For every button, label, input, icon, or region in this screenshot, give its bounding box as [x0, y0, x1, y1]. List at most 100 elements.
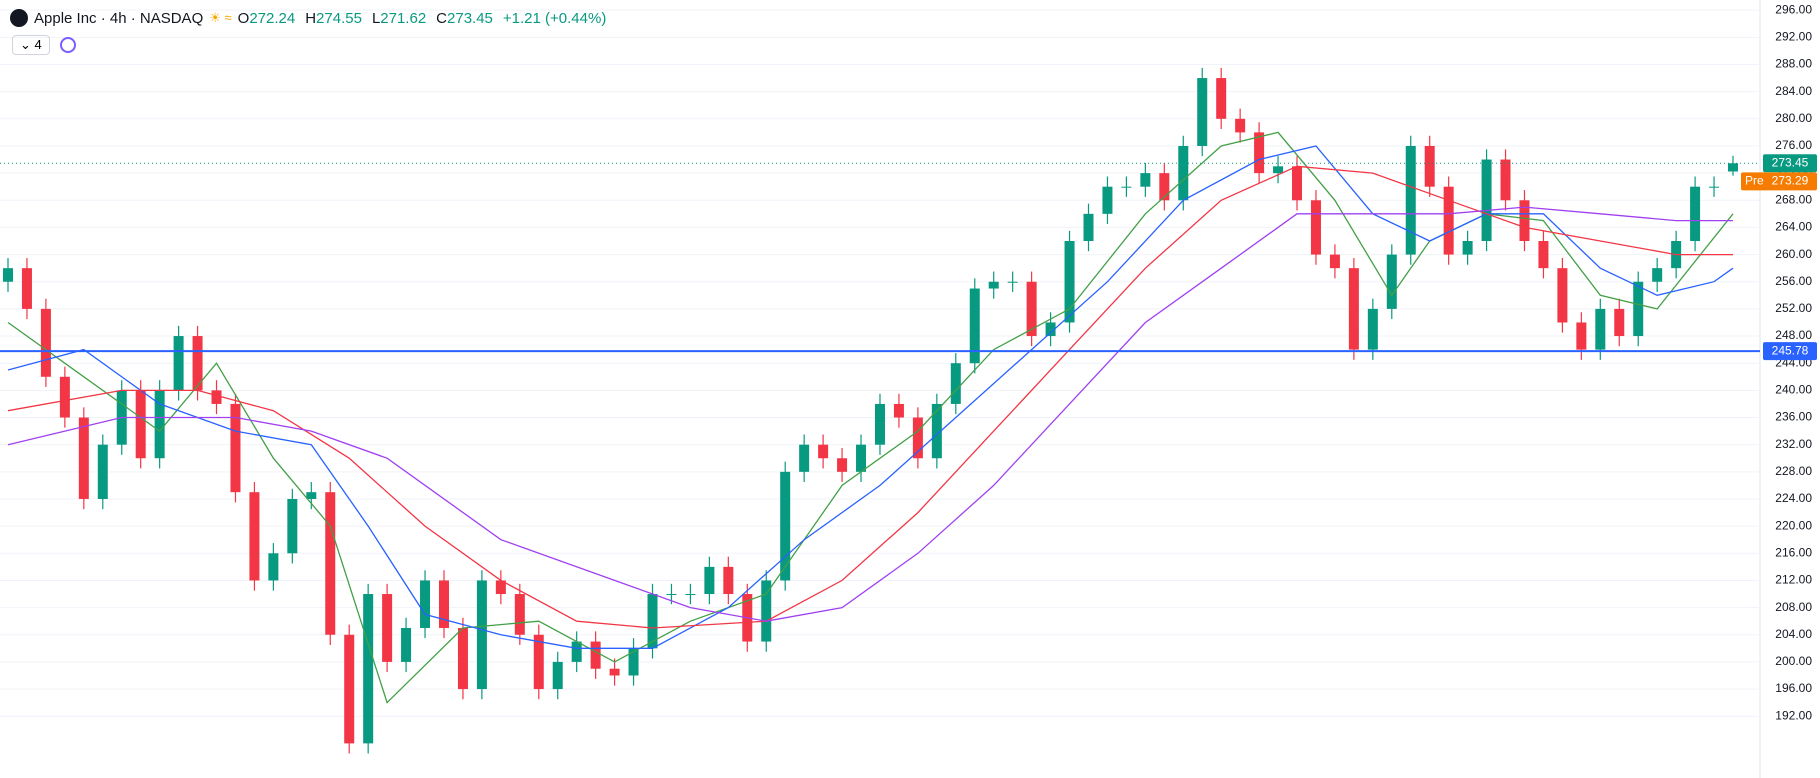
candle-body [40, 308, 51, 377]
candle-body [969, 288, 980, 364]
indicator-toggle[interactable]: ⌄ 4 [12, 35, 50, 55]
candle-body [325, 492, 336, 635]
candle-body [590, 641, 601, 669]
candle-body [1102, 186, 1113, 214]
legend-header: Apple Inc · 4h · NASDAQ ☀ ≈ O272.24 H274… [10, 9, 610, 27]
candle-body [438, 580, 449, 628]
candle-body [1519, 200, 1530, 242]
y-tick-label: 296.00 [1775, 2, 1812, 16]
candle-body [704, 566, 715, 595]
candle-body [685, 594, 696, 596]
candle-body [1500, 159, 1511, 201]
symbol-logo [10, 9, 28, 27]
candle-body [609, 668, 620, 676]
candle-body [1462, 241, 1473, 255]
candle-body [1405, 145, 1416, 255]
candle-body [1235, 118, 1246, 133]
candle-body [1121, 186, 1132, 188]
premarket-box [1741, 172, 1817, 191]
candle-body [268, 553, 279, 581]
y-tick-label: 248.00 [1775, 328, 1812, 342]
candle-body [799, 444, 810, 472]
candle-body [1614, 308, 1625, 337]
candle-body [571, 641, 582, 662]
y-tick-label: 204.00 [1775, 627, 1812, 641]
candle-body [476, 580, 487, 690]
candle-body [3, 268, 13, 282]
y-tick-label: 212.00 [1775, 573, 1812, 587]
change: +1.21 (+0.44%) [502, 9, 607, 27]
y-tick-label: 268.00 [1775, 192, 1812, 206]
candle-body [457, 627, 468, 690]
y-tick-label: 276.00 [1775, 138, 1812, 152]
candle-body [1348, 268, 1359, 350]
candle-body [1576, 322, 1587, 350]
refresh-button[interactable] [59, 37, 76, 53]
candle-body [1216, 78, 1227, 119]
candle-body [552, 661, 563, 690]
candle-body [931, 403, 942, 459]
candle-body [495, 580, 506, 595]
candle-body [1481, 159, 1492, 242]
y-tick-label: 192.00 [1775, 708, 1812, 722]
level-label-box [1763, 342, 1817, 361]
candle-body [1026, 281, 1037, 337]
candle-body [1443, 186, 1454, 255]
candle-body [533, 634, 544, 690]
candle-body [230, 403, 241, 493]
y-tick-label: 264.00 [1775, 220, 1812, 234]
candle-body [1045, 322, 1056, 337]
candle-body [1690, 186, 1701, 242]
y-tick-label: 236.00 [1775, 410, 1812, 424]
ohlc-value: 274.55 [316, 9, 362, 27]
candle-body [1254, 132, 1265, 174]
ohlc-key: L [371, 9, 381, 27]
premarket-tag: Pre [1745, 174, 1764, 188]
candle-body [78, 417, 89, 499]
y-tick-label: 228.00 [1775, 464, 1812, 478]
candle-body [856, 444, 867, 472]
indicator-count: 4 [34, 37, 42, 52]
candle-body [1424, 145, 1435, 187]
candle-body [154, 390, 165, 459]
candle-body [1140, 173, 1151, 187]
ohlc-value: 271.62 [380, 9, 427, 27]
candle-body [59, 376, 70, 418]
candle-body [1064, 241, 1075, 323]
ohlc-key: H [305, 9, 317, 27]
candle-body [761, 580, 772, 642]
y-tick-label: 196.00 [1775, 681, 1812, 695]
candle-body [1083, 213, 1094, 242]
moving-average [7, 206, 1733, 622]
candle-body [382, 594, 393, 662]
candle-body [666, 594, 677, 596]
y-tick-label: 292.00 [1775, 30, 1812, 44]
candle-body [1633, 281, 1644, 337]
candle-body [1007, 281, 1018, 283]
y-tick-label: 252.00 [1775, 301, 1812, 315]
last-price-label: 273.45 [1772, 155, 1809, 169]
candle-body [912, 417, 923, 459]
candle-body [1273, 166, 1284, 174]
symbol-title: Apple Inc · 4h · NASDAQ [34, 9, 204, 27]
candle-body [211, 390, 222, 404]
premarket-label: 273.29 [1772, 174, 1809, 188]
candle-body [1557, 268, 1568, 323]
candle-body [344, 634, 355, 744]
candle-body [514, 594, 525, 635]
candle-body [401, 627, 412, 662]
candle-body [97, 444, 108, 499]
ohlc-key: C [436, 9, 448, 27]
candle-body [780, 471, 791, 581]
y-tick-label: 216.00 [1775, 545, 1812, 559]
ohlc-value: 273.45 [447, 9, 493, 27]
candle-body [1292, 166, 1303, 201]
session-icon: ☀ ≈ [209, 10, 232, 25]
candle-body [1728, 163, 1738, 172]
candle-body [1595, 308, 1606, 350]
y-tick-label: 284.00 [1775, 84, 1812, 98]
ohlc-key: O [237, 9, 250, 27]
candle-body [628, 648, 639, 676]
